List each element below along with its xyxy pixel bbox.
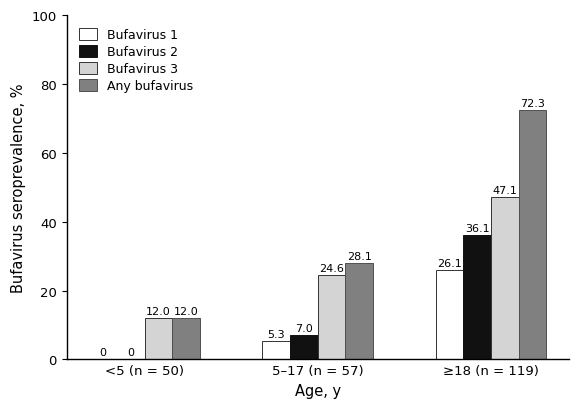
Text: 36.1: 36.1: [465, 224, 490, 234]
Bar: [262, 342, 290, 360]
Bar: [172, 318, 200, 360]
Y-axis label: Bufavirus seroprevalence, %: Bufavirus seroprevalence, %: [11, 83, 26, 292]
Text: 0: 0: [100, 348, 107, 357]
Bar: [491, 198, 519, 360]
Text: 7.0: 7.0: [295, 324, 313, 333]
Bar: [144, 318, 172, 360]
Bar: [436, 270, 463, 360]
Text: 5.3: 5.3: [267, 329, 285, 339]
Text: 26.1: 26.1: [437, 258, 462, 268]
Text: 47.1: 47.1: [492, 186, 517, 196]
Text: 12.0: 12.0: [174, 306, 198, 316]
X-axis label: Age, y: Age, y: [295, 383, 341, 398]
Text: 12.0: 12.0: [146, 306, 171, 316]
Bar: [346, 263, 373, 360]
Text: 28.1: 28.1: [347, 251, 372, 261]
Legend: Bufavirus 1, Bufavirus 2, Bufavirus 3, Any bufavirus: Bufavirus 1, Bufavirus 2, Bufavirus 3, A…: [73, 22, 199, 99]
Text: 0: 0: [127, 348, 134, 357]
Bar: [519, 111, 546, 360]
Text: 72.3: 72.3: [520, 99, 545, 109]
Bar: [290, 335, 318, 360]
Bar: [318, 275, 346, 360]
Bar: [463, 236, 491, 360]
Text: 24.6: 24.6: [319, 263, 344, 273]
